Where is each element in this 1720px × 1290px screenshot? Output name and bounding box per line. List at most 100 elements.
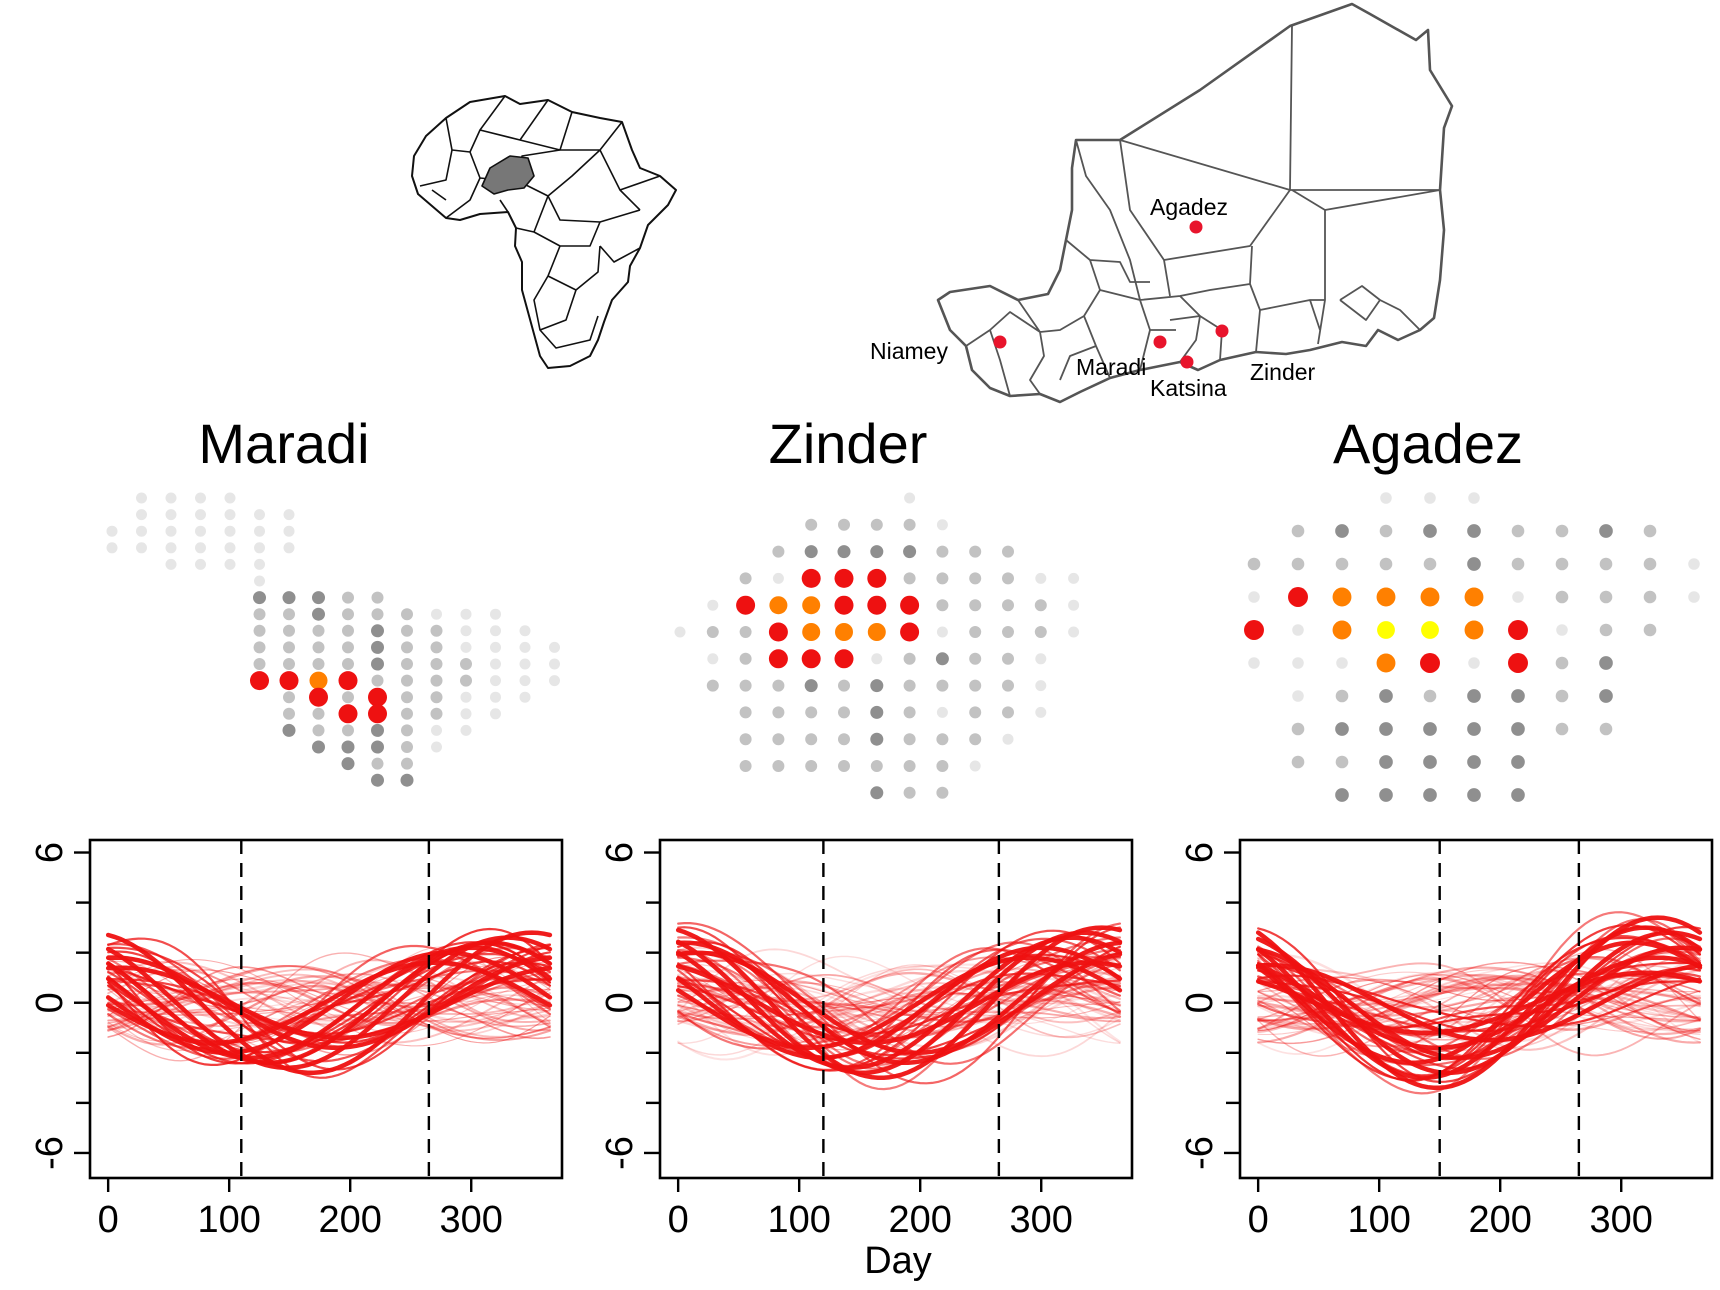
series-line (107, 958, 551, 1047)
x-tick-label: 200 (1469, 1199, 1532, 1241)
grid-dot (549, 675, 560, 687)
grid-dot (1555, 524, 1569, 538)
grid-dot (1467, 524, 1481, 538)
grid-dot (283, 691, 295, 704)
region-borders (965, 25, 1441, 397)
grid-dot (1376, 587, 1396, 607)
grid-dot (430, 624, 443, 637)
grid-dot (1508, 653, 1528, 673)
grid-dot (969, 572, 982, 585)
y-tick-label: 6 (29, 842, 71, 863)
grid-dot (401, 691, 413, 704)
grid-dot (1335, 722, 1349, 736)
grid-dot (936, 599, 949, 612)
grid-dot (969, 706, 982, 719)
grid-dot (1467, 755, 1481, 769)
grid-dot (1244, 620, 1264, 640)
grid-dot (903, 679, 916, 692)
grid-dot (401, 624, 413, 637)
grid-dot (936, 572, 949, 585)
x-tick-label: 100 (1347, 1199, 1410, 1241)
grid-dot (1002, 652, 1014, 665)
grid-dot (1421, 621, 1439, 639)
grid-dot (371, 640, 384, 654)
grid-dot (1291, 722, 1305, 736)
grid-dot (460, 674, 472, 687)
grid-dot (460, 658, 472, 670)
series-line (106, 979, 552, 1024)
line-chart-zinder: 0 100 200 300 6 0 -6 (599, 838, 1134, 1241)
grid-dot (312, 658, 325, 670)
line-chart-maradi: 0 100 200 300 6 0 -6 (29, 838, 564, 1241)
grid-dot (837, 545, 851, 559)
x-tick-label: 100 (197, 1199, 260, 1241)
dot-grid-zinder (674, 492, 1080, 800)
grid-dot (460, 708, 472, 720)
grid-dot (401, 641, 413, 654)
grid-dot (136, 542, 147, 554)
x-axis-label-day: Day (864, 1240, 932, 1282)
y-tick-label: 0 (1179, 992, 1221, 1013)
africa-inset-map (411, 95, 677, 369)
grid-dot (867, 595, 887, 615)
series-group (105, 927, 553, 1079)
grid-dot (674, 626, 686, 638)
series-line (1257, 980, 1701, 1032)
grid-dot (1379, 722, 1393, 736)
grid-dot (254, 542, 265, 554)
grid-dot (768, 649, 788, 669)
grid-dot (106, 542, 118, 554)
grid-dot (195, 492, 206, 504)
grid-dot (1599, 623, 1613, 637)
grid-dot (312, 607, 325, 621)
grid-dot (431, 608, 442, 620)
grid-dot (1335, 557, 1349, 571)
grid-dot (371, 674, 384, 687)
grid-dot (936, 679, 949, 692)
grid-dot (969, 545, 982, 558)
x-tick-label: 100 (767, 1199, 830, 1241)
grid-dot (1643, 557, 1657, 571)
series-line (107, 981, 551, 1034)
series-line (105, 965, 553, 1041)
grid-dot (900, 622, 920, 642)
grid-dot (283, 608, 295, 621)
grid-dot (1336, 657, 1348, 669)
grid-dot (1464, 587, 1484, 607)
grid-dot (312, 724, 325, 737)
series-line (1257, 966, 1701, 1044)
grid-dot (400, 773, 414, 787)
grid-dot (1467, 689, 1481, 703)
grid-dot (936, 519, 948, 531)
grid-dot (805, 518, 818, 531)
grid-dot (1292, 624, 1304, 636)
series-line (1257, 911, 1701, 1095)
grid-dot (460, 724, 472, 736)
grid-dot (834, 595, 854, 615)
grid-dot (342, 724, 354, 737)
grid-dot (195, 509, 206, 521)
grid-dot (870, 545, 884, 559)
grid-dot (838, 760, 850, 772)
grid-dot (870, 786, 884, 800)
grid-dot (936, 706, 948, 718)
grid-dot (969, 679, 982, 692)
grid-dot (1599, 689, 1613, 703)
grid-dot (312, 707, 325, 720)
city-label-katsina: Katsina (1150, 375, 1227, 401)
grid-dot (253, 608, 266, 621)
grid-dot (490, 708, 501, 720)
grid-dot (368, 687, 387, 707)
grid-dot (801, 649, 821, 669)
series-line (107, 973, 551, 1032)
grid-dot (309, 671, 328, 690)
grid-dot (338, 671, 358, 691)
grid-dot (254, 558, 265, 570)
grid-dot (460, 608, 472, 620)
series-line (1257, 974, 1701, 1028)
grid-dot (1643, 524, 1657, 538)
grid-dot (1292, 690, 1304, 702)
city-dot-katsina (1180, 355, 1194, 369)
series-line (107, 942, 551, 1063)
grid-dot (371, 740, 384, 754)
